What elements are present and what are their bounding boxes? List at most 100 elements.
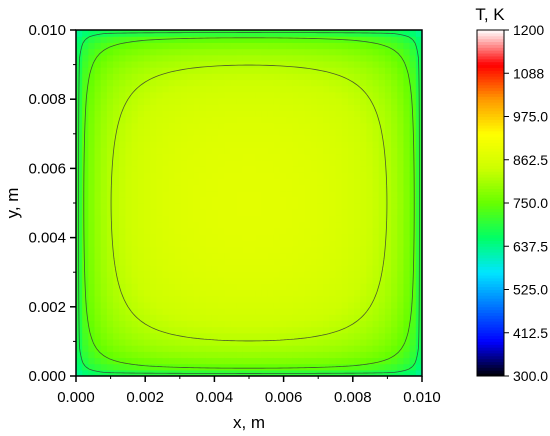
colorbar-strip xyxy=(477,79,504,83)
heatmap-cell xyxy=(267,60,275,68)
heatmap-cell xyxy=(286,326,293,334)
heatmap-cell xyxy=(181,116,188,124)
heatmap-cell xyxy=(187,147,194,155)
heatmap-cell xyxy=(150,203,157,210)
heatmap-cell xyxy=(384,351,392,359)
heatmap-cell xyxy=(323,196,330,204)
heatmap-cell xyxy=(143,289,151,297)
heatmap-cell xyxy=(384,178,392,186)
heatmap-cell xyxy=(94,178,102,186)
heatmap-cell xyxy=(119,184,127,192)
heatmap-cell xyxy=(341,270,349,278)
heatmap-cell xyxy=(298,283,306,291)
heatmap-cell xyxy=(199,159,207,167)
heatmap-cell xyxy=(106,277,114,284)
heatmap-cell xyxy=(187,97,194,105)
heatmap-cell xyxy=(397,97,405,105)
heatmap-cell xyxy=(150,308,157,315)
heatmap-cell xyxy=(273,233,281,241)
heatmap-cell xyxy=(218,153,225,161)
heatmap-cell xyxy=(261,357,269,365)
heatmap-cell xyxy=(100,283,108,291)
heatmap-cell xyxy=(187,326,194,334)
heatmap-cell xyxy=(199,258,207,266)
heatmap-cell xyxy=(113,190,120,198)
heatmap-cell xyxy=(106,172,114,179)
heatmap-cell xyxy=(255,67,262,74)
heatmap-cell xyxy=(292,79,300,87)
heatmap-cell xyxy=(242,295,250,303)
heatmap-cell xyxy=(242,97,250,105)
heatmap-cell xyxy=(316,172,324,179)
heatmap-cell xyxy=(236,67,244,74)
heatmap-cell xyxy=(205,246,213,254)
heatmap-cell xyxy=(329,184,337,192)
heatmap-cell xyxy=(156,60,164,68)
heatmap-cell xyxy=(310,165,318,173)
heatmap-cell xyxy=(218,258,225,266)
heatmap-cell xyxy=(304,295,312,303)
heatmap-cell xyxy=(409,203,417,210)
heatmap-cell xyxy=(354,270,361,278)
heatmap-cell xyxy=(106,351,114,359)
heatmap-cell xyxy=(286,184,293,192)
heatmap-cell xyxy=(113,122,120,130)
heatmap-cell xyxy=(193,73,201,81)
colorbar-strip xyxy=(477,55,504,60)
heatmap-cell xyxy=(236,233,244,241)
heatmap-cell xyxy=(409,42,417,50)
colorbar-strip xyxy=(477,139,504,143)
heatmap-cell xyxy=(335,240,343,247)
heatmap-cell xyxy=(125,314,133,321)
heatmap-cell xyxy=(397,233,405,241)
heatmap-cell xyxy=(354,209,361,216)
heatmap-cell xyxy=(205,60,213,68)
heatmap-cell xyxy=(119,314,127,321)
heatmap-cell xyxy=(211,351,219,359)
heatmap-cell xyxy=(193,351,201,359)
heatmap-cell xyxy=(211,73,219,81)
heatmap-cell xyxy=(310,332,318,340)
heatmap-cell xyxy=(279,104,287,111)
heatmap-cell xyxy=(174,110,182,118)
heatmap-cell xyxy=(193,128,201,136)
heatmap-cell xyxy=(415,264,422,272)
heatmap-cell xyxy=(378,227,386,235)
heatmap-cell xyxy=(347,338,355,346)
heatmap-cell xyxy=(125,97,133,105)
heatmap-cell xyxy=(341,264,349,272)
heatmap-cell xyxy=(174,135,182,142)
heatmap-cell xyxy=(76,48,83,56)
heatmap-cell xyxy=(94,104,102,111)
heatmap-cell xyxy=(384,116,392,124)
heatmap-cell xyxy=(82,221,89,229)
heatmap-cell xyxy=(335,283,343,291)
heatmap-cell xyxy=(156,332,164,340)
heatmap-cell xyxy=(88,85,96,93)
contour-line xyxy=(78,32,420,374)
heatmap-cell xyxy=(224,264,232,272)
heatmap-cell xyxy=(150,159,157,167)
heatmap-cell xyxy=(372,308,380,315)
heatmap-cell xyxy=(292,97,300,105)
heatmap-cell xyxy=(187,345,194,352)
heatmap-cell xyxy=(273,42,281,50)
colorbar-strip xyxy=(477,240,504,244)
heatmap-cell xyxy=(131,233,139,241)
heatmap-cell xyxy=(323,240,330,247)
heatmap-cell xyxy=(162,301,170,309)
heatmap-cell xyxy=(372,196,380,204)
heatmap-cell xyxy=(292,159,300,167)
heatmap-cell xyxy=(236,147,244,155)
heatmap-cell xyxy=(341,314,349,321)
heatmap-cell xyxy=(131,326,139,334)
heatmap-cell xyxy=(131,209,139,216)
heatmap-cell xyxy=(168,104,176,111)
colorbar-strip xyxy=(477,61,504,66)
heatmap-cell xyxy=(292,184,300,192)
heatmap-cell xyxy=(88,252,96,260)
colorbar-strip xyxy=(477,289,504,293)
heatmap-cell xyxy=(181,73,188,81)
heatmap-cell xyxy=(181,357,188,365)
heatmap-cell xyxy=(329,60,337,68)
